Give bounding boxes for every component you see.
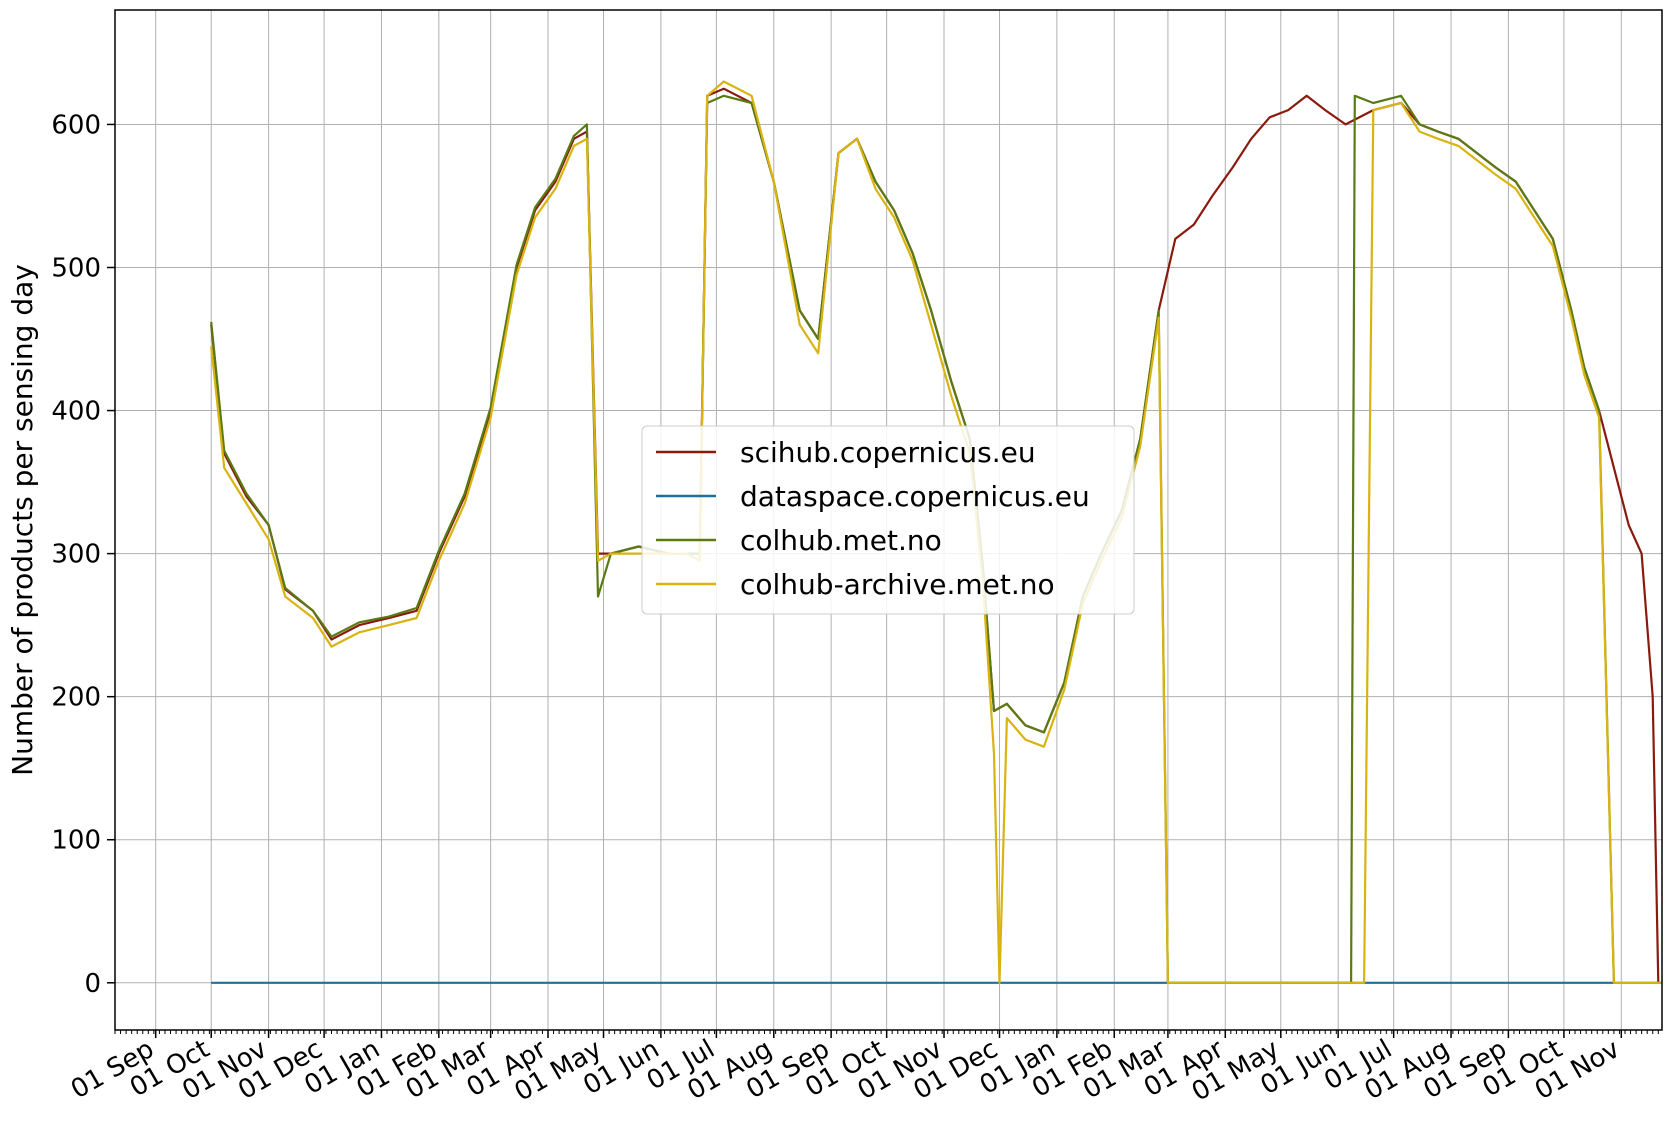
legend-label: colhub-archive.met.no	[740, 568, 1055, 601]
legend-label: colhub.met.no	[740, 524, 942, 557]
y-tick-label: 400	[51, 397, 101, 427]
legend: scihub.copernicus.eu dataspace.copernicus…	[641, 425, 1135, 615]
series-line-3	[210, 80, 1662, 984]
y-axis-ticks: 0 100 200 300 400 500 600	[51, 110, 115, 999]
y-tick-label: 100	[51, 826, 101, 856]
y-axis-label: Number of products per sensing day	[6, 264, 39, 776]
y-tick-label: 500	[51, 254, 101, 284]
legend-frame	[641, 425, 1135, 615]
legend-label: dataspace.copernicus.eu	[740, 480, 1090, 513]
y-tick-label: 600	[51, 110, 101, 140]
y-tick-label: 300	[51, 540, 101, 570]
legend-label: scihub.copernicus.eu	[740, 436, 1036, 469]
series-line-2	[210, 94, 1662, 984]
y-tick-label: 0	[84, 969, 101, 999]
y-tick-label: 200	[51, 683, 101, 713]
plot-frame	[114, 9, 1663, 1031]
